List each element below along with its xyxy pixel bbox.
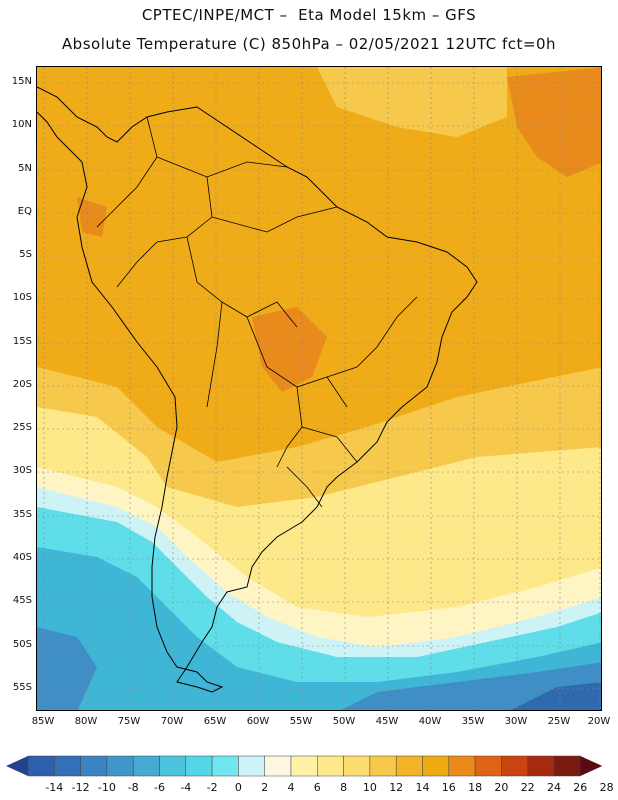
colorbar-swatch bbox=[474, 755, 502, 777]
teal-band bbox=[37, 547, 601, 710]
colorbar-tick-label: 8 bbox=[340, 781, 348, 794]
colorbar-tick-label: 18 bbox=[468, 781, 483, 794]
lon-label: 75W bbox=[117, 716, 141, 727]
map-title: CPTEC/INPE/MCT – Eta Model 15km – GFS bbox=[141, 6, 477, 24]
colorbar-swatch bbox=[395, 755, 423, 777]
colorbar-tick-label: 0 bbox=[234, 781, 242, 794]
colorbar-swatch bbox=[80, 755, 108, 777]
lat-label: 45S bbox=[12, 595, 32, 606]
lat-label: EQ bbox=[17, 206, 32, 217]
colorbar-tick-label: 26 bbox=[573, 781, 588, 794]
colorbar-tick-label: 12 bbox=[389, 781, 404, 794]
colorbar-swatch bbox=[422, 755, 450, 777]
colorbar-tick-label: -6 bbox=[154, 781, 165, 794]
lon-label: 85W bbox=[31, 716, 55, 727]
map-canvas bbox=[37, 67, 601, 710]
lon-label: 30W bbox=[504, 716, 528, 727]
colorbar-swatch bbox=[211, 755, 239, 777]
map-subtitle: Absolute Temperature (C) 850hPa – 02/05/… bbox=[61, 35, 557, 53]
colorbar-swatch bbox=[185, 755, 213, 777]
lat-label: 5N bbox=[18, 163, 32, 174]
temperature-map bbox=[36, 66, 602, 711]
lon-label: 20W bbox=[587, 716, 611, 727]
colorbar-tick-label: 14 bbox=[415, 781, 430, 794]
country-borders bbox=[96, 116, 418, 508]
lat-label: 40S bbox=[12, 552, 32, 563]
colorbar-swatch bbox=[106, 755, 134, 777]
colorbar-swatch bbox=[553, 755, 581, 777]
lat-label: 15N bbox=[11, 76, 32, 87]
colorbar-swatch bbox=[501, 755, 528, 777]
colorbar-tick-label: 6 bbox=[313, 781, 321, 794]
lat-label: 25S bbox=[12, 422, 32, 433]
lat-label: 15S bbox=[12, 336, 32, 347]
colorbar-tick-label: 28 bbox=[599, 781, 614, 794]
yellow-band-north bbox=[317, 67, 507, 137]
lon-label: 40W bbox=[418, 716, 442, 727]
colorbar-arrow-high bbox=[580, 756, 603, 776]
lat-label: 5S bbox=[19, 249, 32, 260]
grid-lines bbox=[37, 67, 601, 710]
hot-patch-andes bbox=[77, 197, 107, 237]
colorbar-tick-label: -8 bbox=[127, 781, 139, 794]
lat-label: 10N bbox=[11, 119, 32, 130]
colorbar-arrow-low bbox=[6, 756, 28, 776]
colorbar-swatch bbox=[264, 755, 292, 777]
lat-label: 20S bbox=[12, 379, 32, 390]
lat-label: 30S bbox=[12, 465, 32, 476]
colorbar-tick-label: -4 bbox=[180, 781, 192, 794]
lon-label: 55W bbox=[289, 716, 313, 727]
colorbar-tick-label: 24 bbox=[547, 781, 561, 794]
lon-label: 25W bbox=[547, 716, 571, 727]
colorbar-swatch bbox=[448, 755, 476, 777]
colorbar-swatch bbox=[132, 755, 160, 777]
lon-label: 50W bbox=[332, 716, 356, 727]
hot-patch-interior bbox=[252, 307, 327, 392]
colorbar-tick-label: 22 bbox=[520, 781, 535, 794]
colorbar-tick-label: -2 bbox=[206, 781, 218, 794]
colorbar-tick-label: -12 bbox=[71, 781, 90, 794]
colorbar-tick-label: 2 bbox=[261, 781, 269, 794]
color-scale-bar bbox=[6, 755, 603, 777]
colorbar-tick-label: 20 bbox=[494, 781, 509, 794]
lon-label: 65W bbox=[203, 716, 227, 727]
lon-label: 70W bbox=[160, 716, 184, 727]
lon-label: 80W bbox=[74, 716, 98, 727]
colorbar-tick-label: 10 bbox=[362, 781, 377, 794]
colorbar-swatch bbox=[238, 755, 265, 777]
colorbar-swatch bbox=[27, 755, 55, 777]
lat-label: 35S bbox=[12, 509, 32, 520]
colorbar-swatch bbox=[159, 755, 187, 777]
colorbar-swatch bbox=[527, 755, 555, 777]
lat-label: 10S bbox=[12, 292, 32, 303]
colorbar-tick-label: 16 bbox=[441, 781, 456, 794]
hot-patch-atlantic bbox=[507, 67, 601, 177]
lon-label: 45W bbox=[375, 716, 399, 727]
lat-label: 50S bbox=[12, 639, 32, 650]
colorbar-tick-label: -14 bbox=[45, 781, 64, 794]
south-america-coastline bbox=[37, 86, 478, 693]
colorbar-swatch bbox=[317, 755, 344, 777]
colorbar-swatch bbox=[369, 755, 397, 777]
colorbar-tick-label: 4 bbox=[287, 781, 295, 794]
lon-label: 60W bbox=[246, 716, 270, 727]
lon-label: 35W bbox=[461, 716, 485, 727]
lat-label: 55S bbox=[12, 682, 32, 693]
colorbar-swatch bbox=[290, 755, 318, 777]
colorbar-swatch bbox=[343, 755, 371, 777]
colorbar-swatch bbox=[54, 755, 81, 777]
colorbar-tick-label: -10 bbox=[97, 781, 116, 794]
